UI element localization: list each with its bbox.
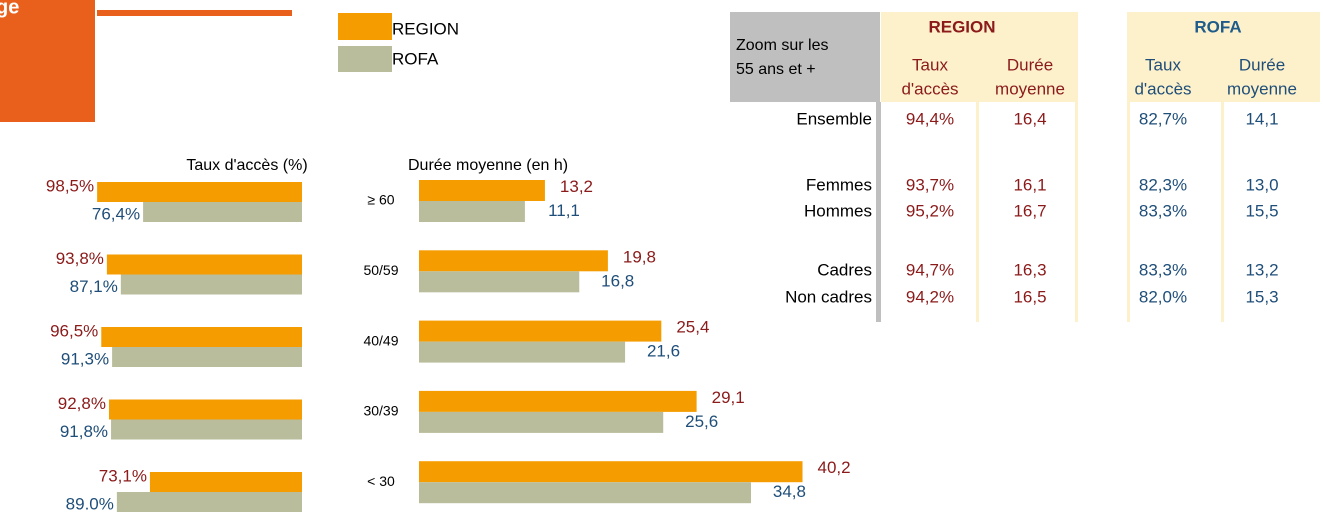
value-label: 11,1 [548,201,580,220]
chart-title: Durée moyenne (en h) [408,157,568,174]
table-cell: 13,0 [1245,175,1278,194]
value-label: 96,5% [50,321,98,340]
header-rule [97,10,292,16]
value-label: 89.0% [66,494,114,513]
column-header: moyenne [995,79,1065,98]
column-header: d'accès [1134,79,1191,98]
value-label: 29,1 [712,388,745,407]
table-rule [876,102,881,322]
bar [112,347,302,367]
value-label: 76,4% [92,204,140,223]
table-corner-text: Zoom sur les [736,37,828,54]
table-rule [1075,12,1078,322]
legend-label: ROFA [392,49,439,68]
legend-label: REGION [392,19,459,38]
value-label: 13,2 [560,177,593,196]
group-title: REGION [928,17,995,36]
bar [419,411,664,433]
table-cell: 83,3% [1139,260,1187,279]
column-header: Taux [912,55,948,74]
table-cell: 83,3% [1139,201,1187,220]
bar [143,202,302,222]
bar [149,472,302,492]
category-label: 50/59 [363,262,398,278]
value-label: 25,6 [685,412,718,431]
table-rule [976,40,979,322]
table-cell: 82,7% [1139,109,1187,128]
table-cell: 16,1 [1013,175,1046,194]
bar [120,274,302,295]
table-cell: 94,7% [906,260,954,279]
table-cell: 13,2 [1245,260,1278,279]
group-title: ROFA [1194,17,1241,36]
table-cell: 82,3% [1139,175,1187,194]
category-label: ≥ 60 [367,192,394,208]
row-label: Hommes [804,201,872,220]
value-label: 16,8 [601,271,634,290]
bar [101,327,302,347]
bar [419,390,697,412]
chart-title: Taux d'accès (%) [186,157,307,174]
table-cell: 95,2% [906,201,954,220]
table-cell: 14,1 [1245,109,1278,128]
value-label: 93,8% [56,249,104,268]
value-label: 19,8 [623,247,656,266]
bar [97,182,303,202]
table-rule [1221,40,1224,322]
bar [419,180,545,201]
header-block [0,0,95,122]
table-corner-text: 55 ans et + [736,61,816,78]
value-label: 98,5% [46,176,94,195]
category-label: < 30 [367,473,395,489]
bar [419,271,580,293]
legend-swatch [338,46,392,72]
bar [108,399,302,420]
value-label: 34,8 [773,482,806,501]
bar [419,250,608,272]
value-label: 91,8% [60,422,108,441]
bar [419,461,803,483]
column-header: Taux [1145,55,1181,74]
column-header: moyenne [1227,79,1297,98]
bar [419,320,662,342]
value-label: 91,3% [61,349,109,368]
bar [419,201,525,222]
table-cell: 15,3 [1245,287,1278,306]
table-cell: 16,4 [1013,109,1046,128]
category-label: 40/49 [363,332,398,348]
table-cell: 82,0% [1139,287,1187,306]
table-cell: 94,2% [906,287,954,306]
value-label: 25,4 [676,318,709,337]
bar [116,492,302,512]
value-label: 92,8% [58,394,106,413]
column-header: Durée [1007,55,1053,74]
row-label: Non cadres [785,287,872,306]
row-label: Femmes [806,175,872,194]
legend-swatch [338,13,392,40]
row-label: Ensemble [796,109,872,128]
value-label: 87,1% [70,277,118,296]
value-label: 21,6 [647,342,680,361]
table-cell: 16,5 [1013,287,1046,306]
table-cell: 16,7 [1013,201,1046,220]
table-corner [730,12,880,102]
bar [419,482,751,504]
category-label: 30/39 [363,403,398,419]
group-header [1130,12,1320,102]
table-rule [1127,12,1130,322]
bar [419,341,626,363]
value-label: 40,2 [818,458,851,477]
table-cell: 94,4% [906,109,954,128]
column-header: Durée [1239,55,1285,74]
bar [111,419,302,440]
table-cell: 16,3 [1013,260,1046,279]
table-cell: 93,7% [906,175,954,194]
value-label: 73,1% [99,466,147,485]
column-header: d'accès [901,79,958,98]
header-fragment: ge [0,0,19,18]
table-cell: 15,5 [1245,201,1278,220]
bar [106,254,303,275]
row-label: Cadres [817,260,872,279]
